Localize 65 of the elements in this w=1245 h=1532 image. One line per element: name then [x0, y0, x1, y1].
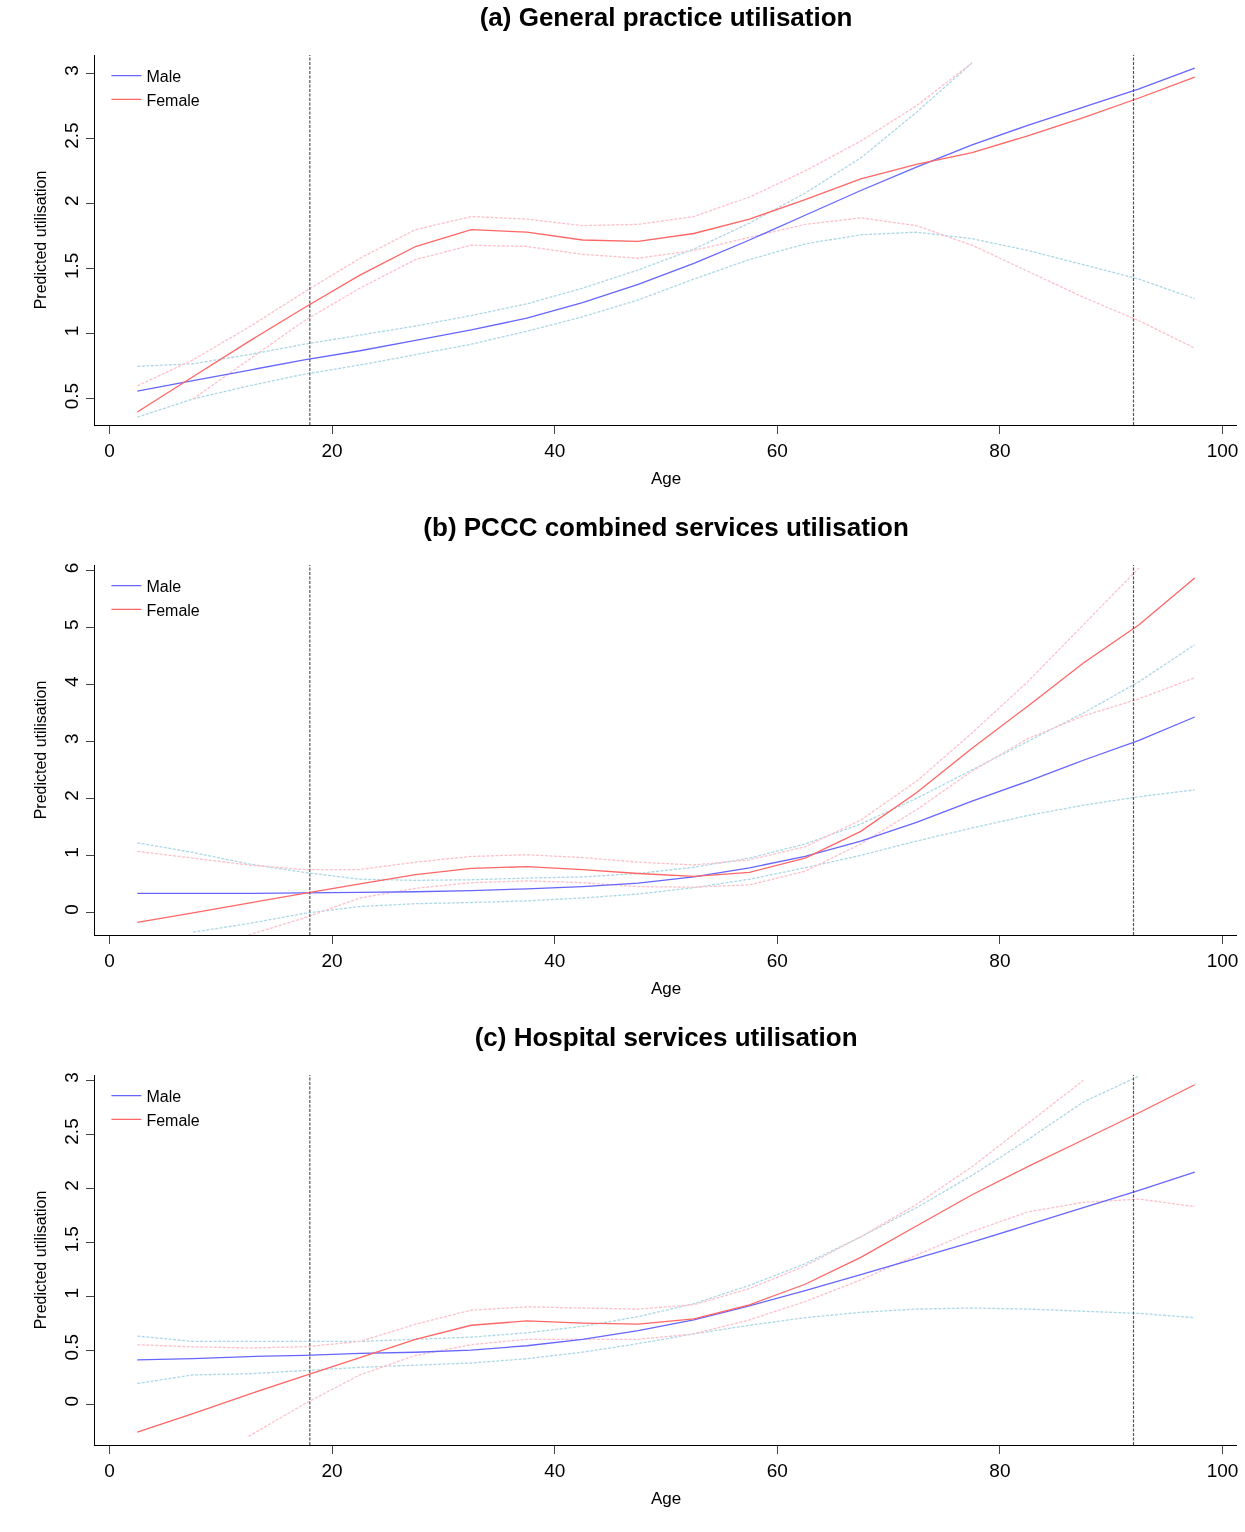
- x-tick-label: 100: [1206, 949, 1239, 971]
- y-axis-title: Predicted utilisation: [32, 680, 50, 820]
- y-tick-label: 1.5: [61, 1226, 83, 1253]
- line-series: [136, 1084, 1196, 1433]
- y-tick-label: 1: [61, 847, 83, 858]
- line-series: [136, 567, 1140, 871]
- x-tick-label: 40: [544, 1459, 566, 1481]
- line-series: [136, 231, 1196, 418]
- x-tick-label: 20: [321, 1459, 343, 1481]
- y-tick-label: 0.5: [61, 1334, 83, 1361]
- y-tick-label: 1.5: [61, 252, 83, 280]
- y-tick-label: 2: [61, 790, 83, 801]
- y-tick-label: 0.5: [61, 382, 83, 410]
- line-series: [192, 789, 1196, 933]
- x-tick-label: 0: [104, 1459, 115, 1481]
- x-tick-label: 100: [1206, 1459, 1239, 1481]
- chart-title: (c) Hospital services utilisation: [474, 1021, 858, 1052]
- y-axis-title: Predicted utilisation: [32, 1190, 50, 1330]
- y-tick-label: 0: [61, 1395, 83, 1407]
- x-tick-label: 60: [766, 439, 788, 461]
- line-series: [136, 577, 1196, 924]
- x-tick-label: 40: [544, 949, 566, 971]
- x-tick-label: 40: [544, 439, 566, 461]
- x-axis-title: Age: [650, 979, 682, 999]
- y-tick-label: 3: [61, 65, 83, 76]
- chart-title: (a) General practice utilisation: [479, 1, 853, 32]
- y-tick-label: 0: [61, 904, 83, 915]
- y-tick-label: 3: [61, 1072, 83, 1083]
- y-tick-label: 2.5: [61, 1118, 83, 1145]
- x-tick-label: 60: [766, 1459, 788, 1481]
- y-tick-label: 2.5: [61, 122, 83, 149]
- line-series: [247, 1198, 1196, 1438]
- y-tick-label: 2: [61, 1180, 83, 1191]
- x-axis-title: Age: [650, 1489, 682, 1509]
- legend-label: Female: [146, 91, 200, 109]
- x-tick-label: 0: [104, 949, 115, 971]
- line-series: [192, 217, 1196, 400]
- legend-label: Female: [146, 601, 200, 619]
- chart-title: (b) PCCC combined services utilisation: [423, 511, 909, 542]
- x-tick-label: 20: [321, 949, 343, 971]
- y-tick-label: 4: [61, 675, 83, 687]
- y-tick-label: 6: [61, 562, 83, 574]
- line-series: [247, 677, 1196, 935]
- line-series: [136, 1171, 1196, 1361]
- line-series: [136, 644, 1196, 881]
- y-tick-label: 3: [61, 733, 83, 744]
- y-axis-title: Predicted utilisation: [32, 170, 50, 310]
- line-series: [136, 1307, 1196, 1385]
- x-axis-title: Age: [650, 469, 682, 489]
- legend-label: Female: [146, 1111, 200, 1129]
- y-tick-label: 1: [61, 325, 83, 337]
- x-tick-label: 100: [1206, 439, 1239, 461]
- y-tick-label: 2: [61, 195, 83, 206]
- y-tick-label: 1: [61, 1288, 83, 1299]
- x-tick-label: 80: [989, 439, 1011, 461]
- x-tick-label: 20: [321, 439, 343, 461]
- y-tick-label: 5: [61, 619, 83, 631]
- legend-label: Male: [146, 577, 182, 595]
- line-series: [136, 716, 1196, 895]
- legend-label: Male: [146, 1087, 182, 1105]
- x-tick-label: 80: [989, 1459, 1011, 1481]
- x-tick-label: 60: [766, 949, 788, 971]
- legend-label: Male: [146, 67, 182, 85]
- x-tick-label: 0: [104, 439, 115, 461]
- x-tick-label: 80: [989, 949, 1011, 971]
